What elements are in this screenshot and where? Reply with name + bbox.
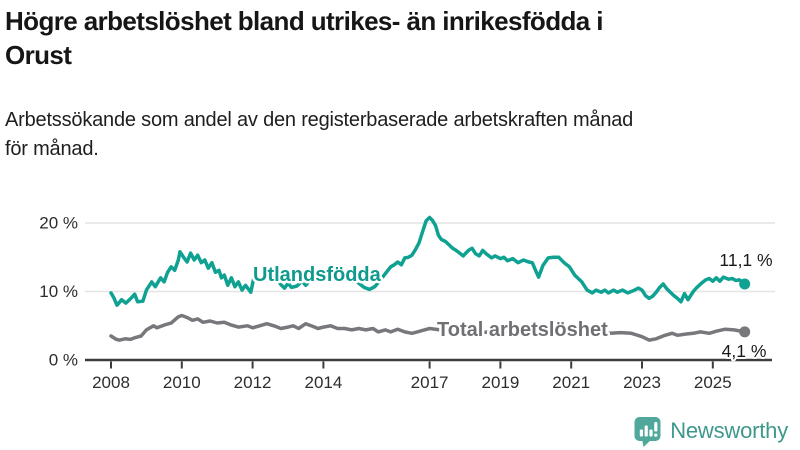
series-line-total: [109, 313, 747, 342]
series-label-utlandsfodda: Utlandsfödda: [253, 264, 382, 286]
y-axis-tick-label-10: 10 %: [39, 282, 78, 301]
x-axis-tick-label-2012: 2012: [234, 373, 272, 392]
newsworthy-logo-text: Newsworthy: [670, 417, 788, 443]
x-axis-tick-label-2021: 2021: [552, 373, 590, 392]
chart-subtitle-line-1: Arbetssökande som andel av den registerb…: [5, 109, 634, 131]
chart-subtitle: Arbetssökande som andel av den registerb…: [5, 106, 795, 164]
series-end-dot-utlandsfodda: [739, 278, 751, 290]
y-axis-tick-label-20: 20 %: [39, 214, 78, 233]
x-axis-tick-label-2014: 2014: [304, 373, 342, 392]
end-value-label-utlandsfodda: 11,1 %: [719, 250, 772, 270]
x-axis-tick-label-2010: 2010: [163, 373, 201, 392]
series-end-dot-total: [739, 326, 751, 338]
x-axis-tick-label-2023: 2023: [623, 373, 661, 392]
x-axis-tick-label-2025: 2025: [694, 373, 732, 392]
x-axis-tick-label-2017: 2017: [411, 373, 449, 392]
x-axis-tick-label-2008: 2008: [92, 373, 130, 392]
chart-subtitle-line-2: för månad.: [5, 138, 99, 160]
chart-header: Högre arbetslöshet bland utrikes- än inr…: [5, 4, 797, 72]
series-line-utlandsfodda: [109, 215, 747, 307]
newsworthy-logo: Newsworthy: [633, 414, 788, 447]
page-title-line-2: Orust: [5, 40, 72, 70]
page-title-line-1: Högre arbetslöshet bland utrikes- än inr…: [5, 6, 603, 36]
y-axis-tick-label-0: 0 %: [49, 351, 78, 370]
x-axis-tick-label-2019: 2019: [481, 373, 519, 392]
series-label-total: Total arbetslöshet: [437, 319, 608, 341]
bar-chart-speech-bubble-icon: [634, 416, 661, 447]
page-title: Högre arbetslöshet bland utrikes- än inr…: [5, 4, 797, 72]
end-value-label-total: 4,1 %: [722, 341, 767, 361]
